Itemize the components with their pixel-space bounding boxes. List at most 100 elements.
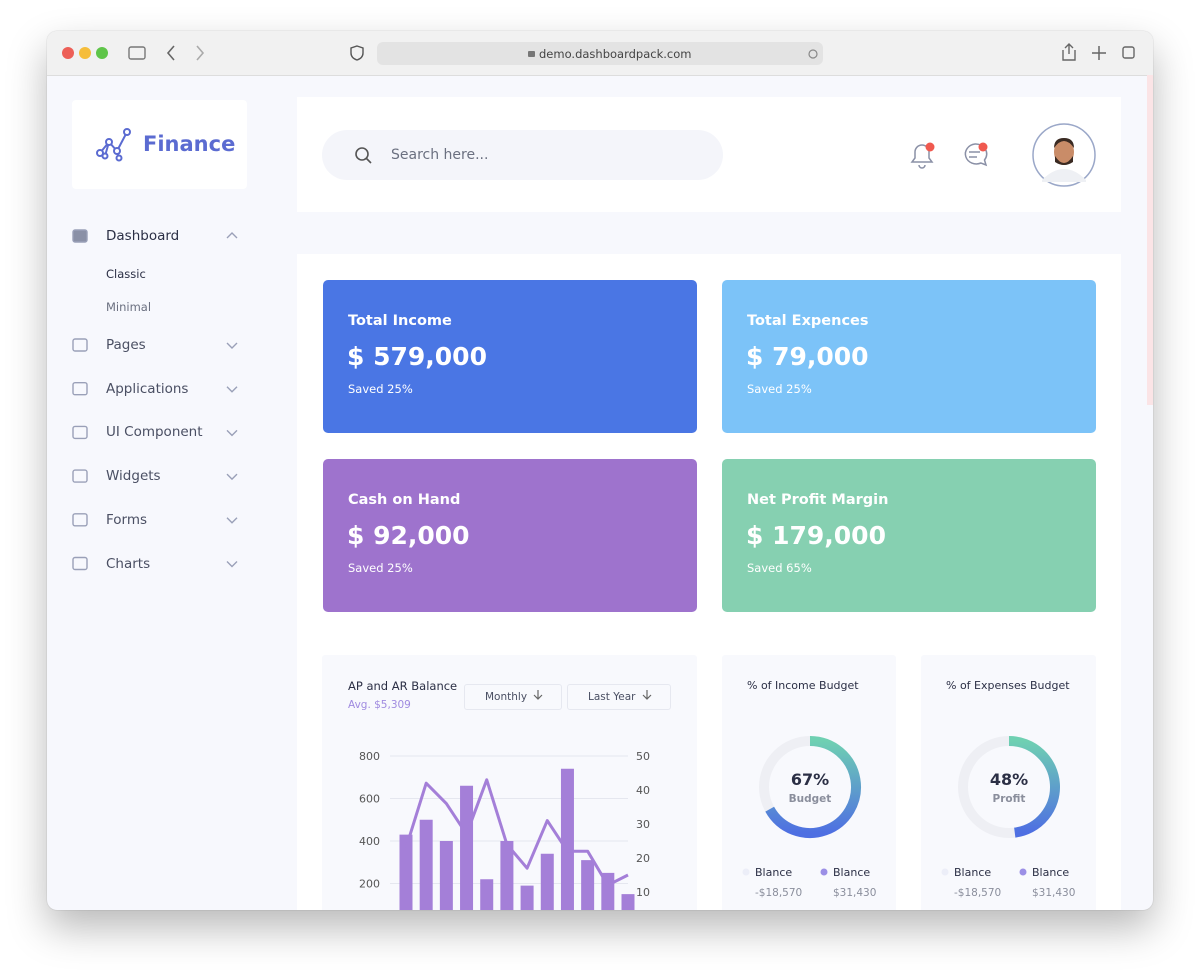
search-icon-handle <box>365 157 372 164</box>
filter-label[interactable]: Monthly <box>485 691 528 703</box>
chart-title: % of Expenses Budget <box>946 679 1070 692</box>
window-controls <box>62 42 1135 65</box>
scroll-indicator <box>1147 75 1153 405</box>
donut-arc <box>1008 736 1060 838</box>
stat-card <box>323 459 697 612</box>
menu-item[interactable]: Pages <box>106 337 146 353</box>
donut-chart: 48% Profit Blance -$18,570 Blance $31,430 <box>941 736 1075 899</box>
bar <box>621 894 635 910</box>
chart-card <box>921 655 1096 910</box>
menu-icon <box>72 556 88 571</box>
bar <box>439 841 453 910</box>
share-button[interactable] <box>1062 43 1076 61</box>
menu-icon <box>72 229 88 243</box>
legend-dot <box>742 868 750 876</box>
stat-card-title: Cash on Hand <box>348 492 461 508</box>
legend-value: $31,430 <box>1032 887 1075 899</box>
lock-icon <box>528 51 535 57</box>
close-button[interactable] <box>62 47 74 59</box>
menu-item[interactable]: Forms <box>106 511 148 528</box>
menu-icon <box>72 513 88 527</box>
avatar-shirt <box>1042 169 1086 182</box>
search-box[interactable] <box>322 130 723 180</box>
zoom-button[interactable] <box>96 47 108 59</box>
tabs-button[interactable] <box>1122 46 1135 59</box>
donut-value: 48% <box>990 770 1028 789</box>
y2-tick-label: 20 <box>636 852 650 865</box>
bar <box>460 785 474 910</box>
logo-icon <box>96 128 131 162</box>
chart-subtitle: Avg. $5,309 <box>348 699 411 711</box>
legend-value: -$18,570 <box>755 887 802 899</box>
menu-item[interactable]: UI Component <box>106 424 203 441</box>
stat-card-note: Saved 65% <box>747 561 812 575</box>
legend-name: Blance <box>1032 866 1069 879</box>
filter-button[interactable] <box>567 684 671 710</box>
bar <box>581 860 595 910</box>
minimize-button[interactable] <box>79 47 91 59</box>
legend-dot <box>1019 868 1027 876</box>
stat-card-title: Total Expences <box>747 313 869 329</box>
y2-tick-label: 50 <box>636 750 650 763</box>
stat-card <box>722 280 1096 433</box>
stat-card-note: Saved 25% <box>348 561 413 575</box>
donut-chart: 67% Budget Blance -$18,570 Blance $31,430 <box>742 736 876 899</box>
bar <box>500 841 514 910</box>
avatar-hair <box>1054 138 1074 148</box>
menu-chevron <box>226 517 238 524</box>
legend-dot <box>941 868 949 876</box>
chart-card <box>722 655 896 910</box>
menu-item[interactable]: Charts <box>106 555 151 572</box>
bar <box>419 819 433 910</box>
back-button[interactable] <box>166 45 175 61</box>
donut-label: Budget <box>789 793 832 805</box>
sidebar-toggle[interactable] <box>128 46 146 60</box>
search-icon <box>355 147 369 161</box>
stat-card <box>323 280 697 433</box>
menu-chevron <box>226 561 238 568</box>
y2-tick-label: 40 <box>636 784 650 797</box>
legend-dot <box>820 868 828 876</box>
header-icons <box>355 123 1096 187</box>
bar <box>480 879 494 910</box>
search-placeholder[interactable]: Search here... <box>391 147 489 163</box>
submenu-item[interactable]: Classic <box>106 267 146 281</box>
notification-bell[interactable] <box>910 144 934 169</box>
new-tab-button[interactable] <box>1092 46 1106 60</box>
forward-button[interactable] <box>196 45 205 61</box>
chart-title: % of Income Budget <box>747 679 859 692</box>
menu-item[interactable]: Applications <box>106 380 189 397</box>
stat-card-value: $ 79,000 <box>746 342 869 371</box>
stat-card-note: Saved 25% <box>747 382 812 396</box>
y-tick-label: 600 <box>359 793 380 806</box>
filter-button[interactable] <box>464 684 562 710</box>
y2-tick-label: 30 <box>636 818 650 831</box>
chart-title: AP and AR Balance <box>348 679 458 693</box>
filter-arrow <box>642 690 652 700</box>
privacy-icon[interactable] <box>350 45 364 61</box>
menu-item[interactable]: Widgets <box>106 468 161 485</box>
bar <box>520 885 534 910</box>
stat-card-value: $ 579,000 <box>347 342 487 371</box>
legend-value: -$18,570 <box>954 887 1001 899</box>
avatar-face <box>1054 139 1074 165</box>
donut-arc <box>765 736 861 838</box>
submenu-item[interactable]: Minimal <box>106 300 152 314</box>
menu-icon <box>72 425 88 440</box>
bar <box>560 768 574 910</box>
line-series <box>404 778 629 887</box>
reload-button[interactable] <box>808 49 818 59</box>
url-bar[interactable] <box>377 42 823 65</box>
filter-arrow <box>533 690 543 700</box>
avatar-beard <box>1055 156 1073 165</box>
notification-badge <box>925 142 935 152</box>
stat-card-title: Total Income <box>348 313 452 329</box>
legend-value: $31,430 <box>833 887 876 899</box>
stat-card-value: $ 179,000 <box>746 521 886 550</box>
y-tick-label: 800 <box>359 750 380 763</box>
filter-label[interactable]: Last Year <box>588 691 636 703</box>
donut-value: 67% <box>791 770 829 789</box>
stat-card-value: $ 92,000 <box>347 521 470 550</box>
browser-window: demo.dashboardpack.com Finance Search he… <box>47 31 1153 910</box>
menu-item[interactable]: Dashboard <box>106 228 180 244</box>
